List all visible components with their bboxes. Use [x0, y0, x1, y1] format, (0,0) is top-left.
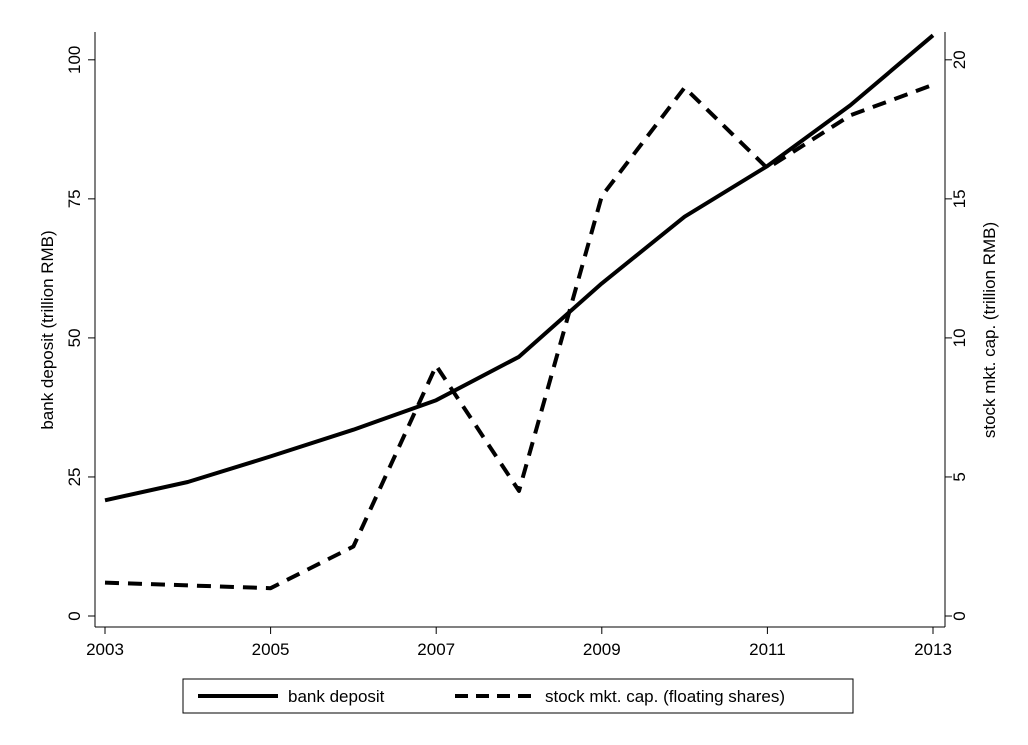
left-y-tick-label: 100: [65, 46, 84, 74]
series-line-stock-mkt-cap: [104, 82, 934, 591]
right-y-tick-label: 20: [950, 50, 969, 69]
legend-label-bank-deposit: bank deposit: [288, 687, 385, 706]
axes: [94, 32, 946, 628]
left-y-tick-label: 25: [65, 467, 84, 486]
x-tick-label: 2013: [914, 640, 952, 659]
left-y-tick-label: 50: [65, 328, 84, 347]
right-y-axis-title: stock mkt. cap. (trillion RMB): [980, 222, 999, 438]
left-y-axis-ticks: 0 25 50 75 100: [65, 46, 95, 621]
x-axis-ticks: 2003 2005 2007 2009 2011 2013: [86, 627, 952, 659]
left-y-tick-label: 0: [65, 611, 84, 620]
plot-lines: [104, 33, 935, 591]
x-tick-label: 2003: [86, 640, 124, 659]
left-y-tick-label: 75: [65, 189, 84, 208]
right-y-tick-label: 15: [950, 189, 969, 208]
right-y-axis-ticks: 0 5 10 15 20: [945, 50, 969, 621]
x-tick-label: 2009: [583, 640, 621, 659]
left-y-axis-title: bank deposit (trillion RMB): [38, 230, 57, 429]
right-y-tick-label: 0: [950, 611, 969, 620]
right-y-tick-label: 10: [950, 328, 969, 347]
legend-label-stock-mkt-cap: stock mkt. cap. (floating shares): [545, 687, 785, 706]
x-tick-label: 2005: [252, 640, 290, 659]
legend: bank deposit stock mkt. cap. (floating s…: [182, 678, 854, 714]
right-y-tick-label: 5: [950, 472, 969, 481]
x-tick-label: 2011: [749, 640, 786, 659]
x-tick-label: 2007: [417, 640, 455, 659]
series-line-bank-deposit: [104, 33, 935, 503]
